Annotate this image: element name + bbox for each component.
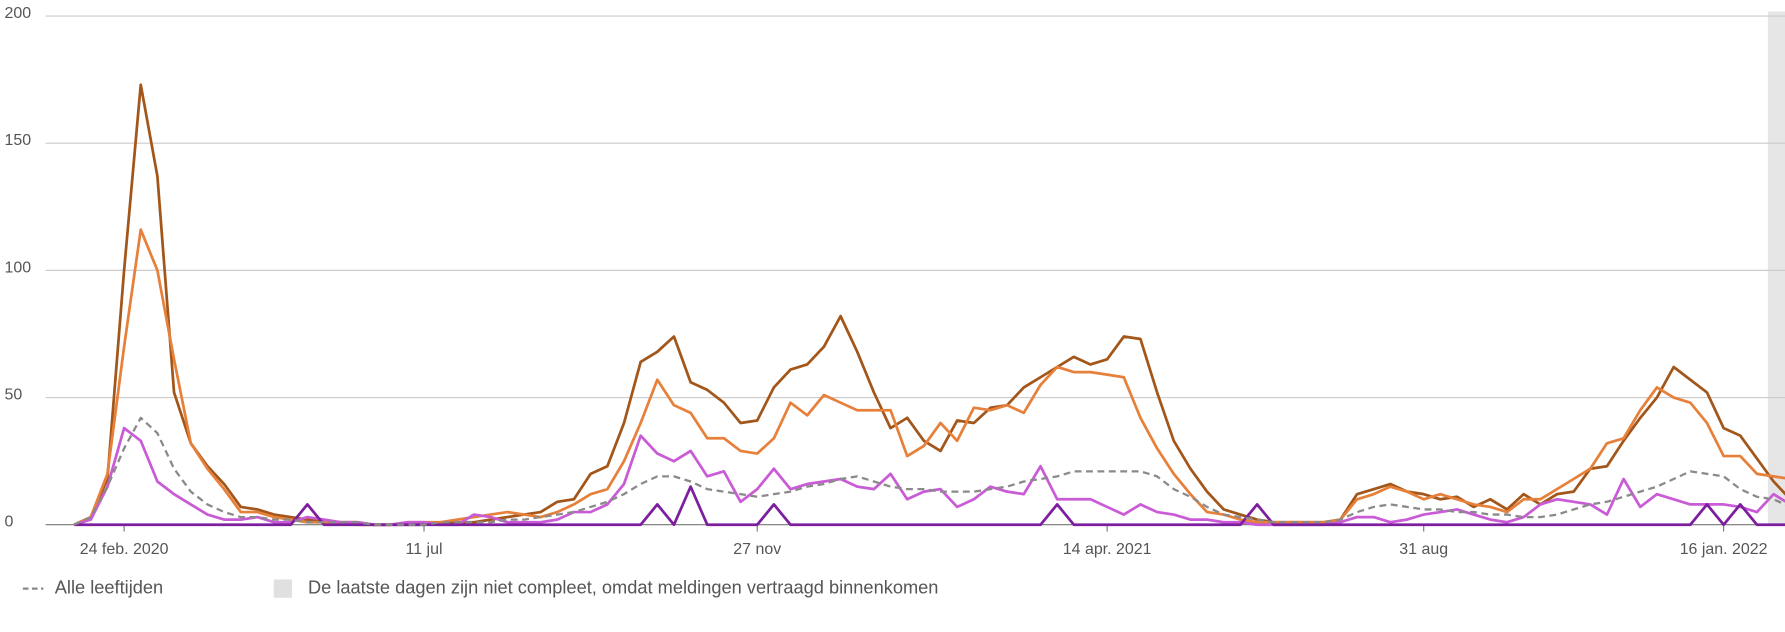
x-tick-label: 11 jul [406,541,443,558]
line [73,83,1785,527]
note-swatch [273,579,292,598]
x-tick-label: 14 apr. 2021 [1063,541,1152,558]
x-tick-label: 31 aug [1399,541,1448,558]
line [74,485,1785,527]
line [73,228,1785,527]
y-tick-label: 100 [5,259,32,276]
y-tick-label: 200 [5,5,32,22]
x-tick-label: 16 jan. 2022 [1680,541,1768,558]
x-tick-label: 27 nov [733,541,781,558]
x-tick-label: 24 feb. 2020 [80,541,169,558]
line [73,416,1785,526]
y-tick-label: 150 [5,132,32,149]
legend-label: Alle leeftijden [55,576,163,597]
note: De laatste dagen zijn niet compleet, omd… [308,576,938,597]
line [73,426,1785,527]
incomplete-band [1767,11,1785,525]
y-tick-label: 0 [5,514,14,531]
y-tick-label: 50 [5,386,23,403]
